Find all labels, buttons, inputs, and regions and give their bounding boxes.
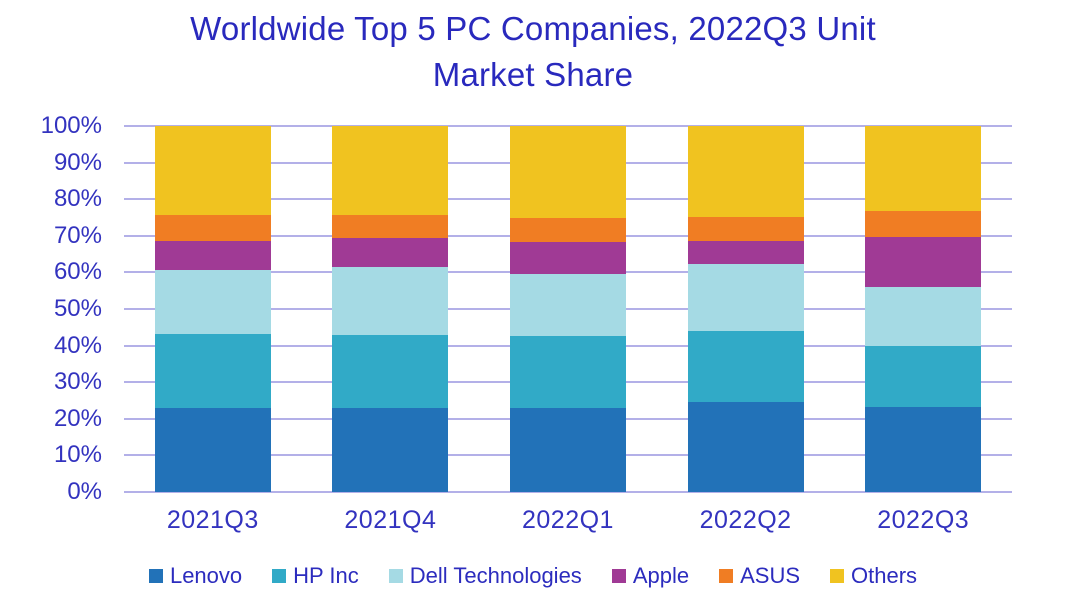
y-axis-label-80: 80%	[53, 185, 102, 213]
y-axis-label-20: 20%	[53, 404, 102, 432]
chart-title: Worldwide Top 5 PC Companies, 2022Q3 Uni…	[0, 6, 1066, 98]
y-axis-label-10: 10%	[53, 441, 102, 469]
legend-item-asus: ASUS	[719, 563, 800, 589]
bar-2021Q4	[332, 126, 449, 492]
gridline	[124, 491, 1012, 493]
bar-segment-dell-technologies-2022Q1	[510, 273, 626, 337]
x-axis-label-2021Q4: 2021Q4	[344, 506, 437, 534]
bar-2021Q3	[154, 126, 271, 492]
bar-segment-asus-2022Q2	[687, 217, 804, 241]
bar-segment-asus-2022Q1	[510, 217, 626, 243]
y-axis-label-60: 60%	[53, 258, 102, 286]
gridline	[124, 125, 1012, 127]
y-axis-label-100: 100%	[40, 112, 102, 139]
chart-title-line-2: Market Share	[432, 56, 634, 93]
x-axis-label-2022Q3: 2022Q3	[877, 506, 970, 534]
bar-segment-apple-2021Q3	[154, 241, 271, 270]
bar-segment-lenovo-2021Q4	[332, 407, 449, 492]
bar-segment-hp-inc-2021Q3	[154, 333, 271, 409]
bar-segment-asus-2021Q4	[332, 214, 449, 238]
legend-swatch-asus	[719, 569, 734, 583]
bar-2022Q1	[510, 126, 626, 492]
bar-segment-dell-technologies-2022Q2	[687, 264, 804, 331]
legend-swatch-apple	[611, 569, 626, 583]
legend-label-dell-technologies: Dell Technologies	[409, 563, 582, 588]
bar-segment-lenovo-2021Q3	[154, 408, 271, 492]
legend-label-asus: ASUS	[740, 563, 801, 588]
bar-segment-apple-2021Q4	[332, 237, 449, 268]
legend: Lenovo HP Inc Dell Technologies Apple ASUS Ot…	[0, 563, 1066, 589]
x-axis-label-2022Q2: 2022Q2	[699, 506, 792, 534]
legend-item-hp-inc: HP Inc	[272, 563, 359, 589]
legend-swatch-dell-technologies	[388, 569, 403, 583]
y-axis-label-70: 70%	[53, 221, 102, 249]
bar-segment-hp-inc-2022Q2	[687, 330, 804, 402]
x-axis-label-2021Q3: 2021Q3	[166, 506, 259, 534]
bar-segment-hp-inc-2022Q1	[510, 336, 626, 408]
legend-label-hp-inc: HP Inc	[293, 563, 359, 588]
bar-segment-others-2022Q2	[687, 126, 804, 218]
chart-title-line-1: Worldwide Top 5 PC Companies, 2022Q3 Uni…	[190, 10, 876, 47]
y-axis-label-0: 0%	[67, 478, 102, 505]
x-axis-label-2022Q1: 2022Q1	[522, 506, 614, 534]
y-axis-label-50: 50%	[53, 295, 102, 322]
bar-segment-apple-2022Q3	[865, 236, 982, 287]
legend-item-apple: Apple	[611, 563, 690, 589]
bar-segment-hp-inc-2021Q4	[332, 334, 449, 408]
bar-segment-asus-2022Q3	[865, 210, 982, 237]
legend-swatch-lenovo	[148, 569, 163, 583]
legend-swatch-hp-inc	[272, 569, 287, 583]
y-axis-label-30: 30%	[53, 368, 102, 396]
legend-swatch-others	[830, 569, 845, 583]
bar-2022Q3	[865, 126, 982, 492]
bar-segment-others-2022Q1	[510, 126, 626, 218]
legend-label-others: Others	[851, 563, 918, 588]
bar-segment-apple-2022Q1	[510, 242, 626, 274]
bar-segment-others-2021Q3	[154, 126, 271, 215]
bar-segment-apple-2022Q2	[687, 240, 804, 264]
bar-segment-asus-2021Q3	[154, 214, 271, 242]
bar-segment-others-2021Q4	[332, 126, 449, 215]
bar-segment-dell-technologies-2022Q3	[865, 286, 982, 347]
legend-label-apple: Apple	[632, 563, 690, 588]
bar-segment-others-2022Q3	[865, 126, 982, 211]
bar-segment-dell-technologies-2021Q4	[332, 267, 449, 335]
bar-2022Q2	[687, 126, 804, 492]
y-axis-label-90: 90%	[53, 148, 102, 176]
plot-area	[124, 125, 1012, 493]
legend-item-lenovo: Lenovo	[148, 563, 243, 589]
bar-segment-hp-inc-2022Q3	[865, 346, 982, 408]
bar-segment-lenovo-2022Q3	[865, 407, 982, 492]
bar-segment-dell-technologies-2021Q3	[154, 269, 271, 334]
legend-item-dell-technologies: Dell Technologies	[388, 563, 582, 589]
y-axis-label-40: 40%	[53, 331, 102, 359]
bar-segment-lenovo-2022Q2	[687, 401, 804, 492]
bar-segment-lenovo-2022Q1	[510, 407, 626, 492]
legend-item-others: Others	[830, 563, 917, 589]
legend-label-lenovo: Lenovo	[169, 563, 243, 588]
